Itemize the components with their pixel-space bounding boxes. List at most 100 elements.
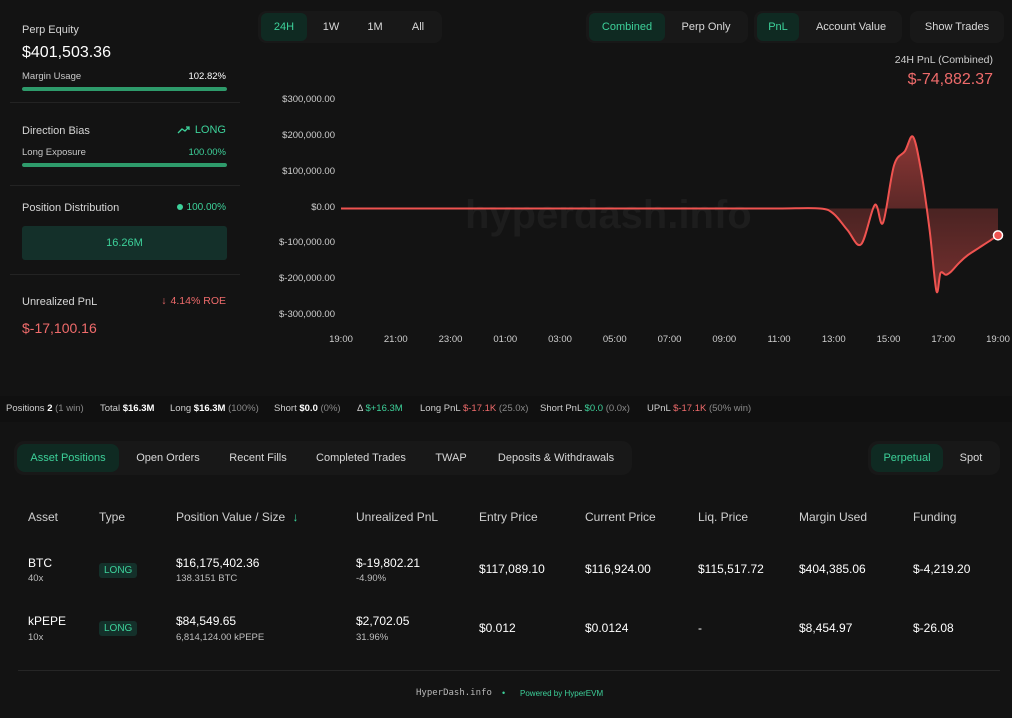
chart-header-label: 24H PnL (Combined) <box>894 54 993 66</box>
x-tick-label: 09:00 <box>712 334 737 345</box>
y-tick-label: $300,000.00 <box>282 94 335 105</box>
col-current-price[interactable]: Current Price <box>585 510 656 524</box>
tab-recent-fills[interactable]: Recent Fills <box>229 452 287 464</box>
mode-selector: Combined Perp Only <box>586 11 748 43</box>
divider <box>10 185 240 186</box>
summary-long-pnl: Long PnL $-17.1K (25.0x) <box>420 403 529 414</box>
tab-perpetual[interactable]: Perpetual <box>871 444 943 472</box>
summary-delta: Δ $+16.3M <box>357 403 403 414</box>
unrealized-pnl: $-19,802.21 <box>356 556 421 570</box>
pnl-button[interactable]: PnL <box>757 13 799 41</box>
position-distribution-card: Position Distribution 100.00% 16.26M <box>10 190 240 270</box>
asset-name[interactable]: kPEPE <box>28 614 67 628</box>
x-tick-label: 05:00 <box>602 334 627 345</box>
y-tick-label: $0.00 <box>311 201 335 213</box>
distribution-bar[interactable]: 16.26M <box>22 226 227 260</box>
exposure-value: 100.00% <box>188 147 226 158</box>
funding: $-26.08 <box>913 621 954 635</box>
footer-site[interactable]: HyperDash.info <box>416 688 492 698</box>
pnl-chart[interactable]: hyperdash.info <box>270 88 1006 328</box>
margin-usage-label: Margin Usage <box>22 71 82 82</box>
current-price: $0.0124 <box>585 621 629 635</box>
tab-open-orders[interactable]: Open Orders <box>136 452 200 464</box>
col-margin-used[interactable]: Margin Used <box>799 510 868 524</box>
col-funding[interactable]: Funding <box>913 510 957 524</box>
range-all-button[interactable]: All <box>411 21 425 33</box>
type-badge: LONG <box>99 563 138 578</box>
range-1w-button[interactable]: 1W <box>322 21 340 33</box>
direction-bias-card: Direction Bias LONG Long Exposure 100.00… <box>10 110 240 185</box>
distribution-label: Position Distribution <box>22 202 120 214</box>
col-entry-price[interactable]: Entry Price <box>479 510 538 524</box>
x-tick-label: 13:00 <box>821 334 846 345</box>
distribution-indicator: 100.00% <box>176 202 226 213</box>
current-price: $116,924.00 <box>585 562 651 576</box>
upnl-label: Unrealized PnL <box>22 296 98 308</box>
perp-equity-card: Perp Equity $401,503.36 Margin Usage 102… <box>10 10 240 100</box>
positions-tabs: Asset Positions Open Orders Recent Fills… <box>14 441 632 475</box>
margin-usage-value: 102.82% <box>188 71 226 82</box>
y-tick-label: $100,000.00 <box>282 165 335 177</box>
x-tick-label: 19:00 <box>986 334 1010 345</box>
x-tick-label: 07:00 <box>657 334 682 345</box>
arrow-down-icon: ↓ <box>161 295 167 307</box>
y-tick-label: $-100,000.00 <box>279 237 335 249</box>
divider <box>10 274 240 275</box>
watermark: hyperdash.info <box>465 193 752 237</box>
footer-dot: • <box>502 688 506 698</box>
col-asset[interactable]: Asset <box>28 510 59 524</box>
range-1m-button[interactable]: 1M <box>367 21 383 33</box>
tab-spot[interactable]: Spot <box>959 452 983 464</box>
last-point-marker[interactable] <box>992 230 1004 241</box>
unrealized-pnl-card: Unrealized PnL ↓ 4.14% ROE $-17,100.16 <box>10 280 240 350</box>
col-position-value[interactable]: Position Value / Size ↓ <box>176 510 299 524</box>
funding: $-4,219.20 <box>913 562 971 576</box>
tab-completed-trades[interactable]: Completed Trades <box>316 452 406 464</box>
tab-deposits-withdrawals[interactable]: Deposits & Withdrawals <box>497 452 615 464</box>
x-tick-label: 03:00 <box>548 334 572 345</box>
entry-price: $117,089.10 <box>479 562 545 576</box>
margin-used: $404,385.06 <box>799 562 866 576</box>
range-24h-button[interactable]: 24H <box>261 13 307 41</box>
col-liq-price[interactable]: Liq. Price <box>698 510 749 524</box>
unrealized-pnl-pct: -4.90% <box>356 573 387 584</box>
upnl-roe: ↓ 4.14% ROE <box>161 295 226 307</box>
bias-value: LONG <box>194 124 226 136</box>
x-tick-label: 01:00 <box>493 334 518 345</box>
y-tick-label: $-200,000.00 <box>279 273 335 285</box>
account-value-button[interactable]: Account Value <box>815 21 887 33</box>
exposure-bar <box>22 163 227 167</box>
col-type[interactable]: Type <box>99 510 126 524</box>
range-selector: 24H 1W 1M All <box>258 11 442 43</box>
position-size: 138.3151 BTC <box>176 573 238 584</box>
y-tick-label: $-300,000.00 <box>279 309 335 320</box>
x-tick-label: 19:00 <box>329 334 353 345</box>
chart-header-value: $-74,882.37 <box>907 71 993 88</box>
asset-name[interactable]: BTC <box>28 556 52 570</box>
perp-only-button[interactable]: Perp Only <box>681 21 731 33</box>
upnl-value: $-17,100.16 <box>22 320 97 336</box>
pnl-area-negative <box>341 208 998 293</box>
x-tick-label: 15:00 <box>876 334 901 345</box>
upnl-roe-value: 4.14% ROE <box>170 295 226 307</box>
combined-button[interactable]: Combined <box>589 13 665 41</box>
margin-usage-bar <box>22 87 227 91</box>
pnl-series-line <box>341 135 999 294</box>
asset-leverage: 10x <box>28 632 44 643</box>
col-position-value-label: Position Value / Size <box>176 510 286 524</box>
footer-powered[interactable]: Powered by HyperEVM <box>520 689 604 698</box>
summary-upnl: UPnL $-17.1K (50% win) <box>647 403 752 414</box>
unrealized-pnl-pct: 31.96% <box>356 632 389 643</box>
show-trades-button[interactable]: Show Trades <box>924 21 990 33</box>
margin-usage-fill <box>22 87 227 91</box>
col-unrealized-pnl[interactable]: Unrealized PnL <box>356 510 439 524</box>
tab-twap[interactable]: TWAP <box>435 452 467 464</box>
x-tick-label: 17:00 <box>931 334 956 345</box>
summary-long: Long $16.3M (100%) <box>170 403 259 414</box>
table-bottom-divider <box>18 670 1000 671</box>
bias-indicator: LONG <box>177 124 226 136</box>
position-value: $84,549.65 <box>176 614 237 628</box>
trending-up-icon <box>177 126 190 134</box>
tab-asset-positions[interactable]: Asset Positions <box>17 444 119 472</box>
distribution-value: 100.00% <box>186 202 226 213</box>
